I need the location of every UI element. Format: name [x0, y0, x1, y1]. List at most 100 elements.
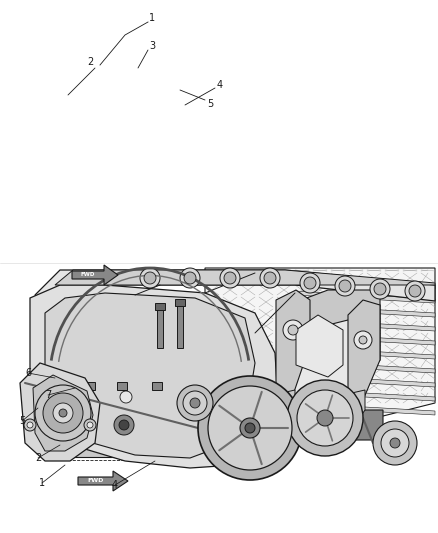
- Polygon shape: [295, 305, 435, 317]
- Circle shape: [381, 429, 409, 457]
- Circle shape: [240, 418, 260, 438]
- Polygon shape: [295, 291, 435, 303]
- Polygon shape: [273, 390, 295, 420]
- Circle shape: [108, 409, 140, 441]
- Circle shape: [405, 281, 425, 301]
- Circle shape: [84, 419, 96, 431]
- Polygon shape: [268, 305, 380, 425]
- Text: 4: 4: [217, 80, 223, 90]
- Text: FWD: FWD: [88, 479, 104, 483]
- Circle shape: [27, 422, 33, 428]
- Polygon shape: [295, 361, 435, 373]
- Circle shape: [208, 386, 292, 470]
- Circle shape: [317, 410, 333, 426]
- Bar: [175, 299, 185, 306]
- Polygon shape: [72, 265, 118, 285]
- Bar: [172, 407, 192, 445]
- Polygon shape: [348, 300, 380, 400]
- Text: 4: 4: [112, 480, 118, 490]
- Bar: [119, 387, 125, 407]
- Circle shape: [224, 272, 236, 284]
- Circle shape: [65, 417, 81, 433]
- Circle shape: [180, 268, 200, 288]
- Circle shape: [177, 385, 213, 421]
- Circle shape: [144, 272, 156, 284]
- Bar: [84, 407, 172, 445]
- Circle shape: [374, 283, 386, 295]
- Circle shape: [114, 415, 134, 435]
- Bar: [62, 417, 195, 445]
- Circle shape: [43, 393, 83, 433]
- Circle shape: [300, 273, 320, 293]
- Circle shape: [390, 438, 400, 448]
- Polygon shape: [33, 375, 93, 451]
- Bar: [85, 382, 95, 390]
- Circle shape: [35, 385, 91, 441]
- Circle shape: [304, 277, 316, 289]
- Polygon shape: [296, 315, 343, 377]
- Circle shape: [359, 336, 367, 344]
- Polygon shape: [295, 319, 435, 331]
- Polygon shape: [288, 290, 380, 335]
- Circle shape: [120, 391, 132, 403]
- Circle shape: [287, 380, 363, 456]
- Circle shape: [409, 285, 421, 297]
- Circle shape: [24, 419, 36, 431]
- Polygon shape: [295, 403, 435, 415]
- Circle shape: [354, 331, 372, 349]
- Text: 7: 7: [45, 390, 51, 400]
- Text: 2: 2: [35, 453, 41, 463]
- Circle shape: [339, 280, 351, 292]
- Circle shape: [335, 276, 355, 296]
- Text: 5: 5: [19, 416, 25, 426]
- Circle shape: [373, 421, 417, 465]
- Bar: [177, 306, 183, 348]
- Polygon shape: [276, 290, 310, 395]
- Polygon shape: [343, 390, 365, 420]
- Polygon shape: [35, 270, 435, 308]
- Text: 3: 3: [149, 41, 155, 51]
- Circle shape: [87, 422, 93, 428]
- Text: FWD: FWD: [81, 272, 95, 278]
- Polygon shape: [295, 375, 435, 387]
- Polygon shape: [30, 285, 280, 468]
- Polygon shape: [55, 270, 435, 285]
- Polygon shape: [308, 390, 330, 420]
- Circle shape: [190, 398, 200, 408]
- Bar: [155, 303, 165, 310]
- Bar: [87, 387, 93, 407]
- Bar: [152, 382, 162, 390]
- Circle shape: [283, 320, 303, 340]
- Circle shape: [288, 325, 298, 335]
- Polygon shape: [205, 268, 435, 423]
- Polygon shape: [45, 293, 255, 458]
- Circle shape: [119, 420, 129, 430]
- Circle shape: [53, 403, 73, 423]
- Text: 1: 1: [149, 13, 155, 23]
- Circle shape: [184, 272, 196, 284]
- Bar: [117, 393, 135, 407]
- Circle shape: [245, 423, 255, 433]
- Polygon shape: [295, 389, 435, 401]
- Text: 6: 6: [25, 368, 31, 378]
- Circle shape: [297, 390, 353, 446]
- Bar: [117, 382, 127, 390]
- Circle shape: [264, 272, 276, 284]
- Circle shape: [183, 391, 207, 415]
- Circle shape: [220, 268, 240, 288]
- Circle shape: [59, 409, 67, 417]
- Bar: [154, 387, 160, 407]
- Text: 5: 5: [207, 99, 213, 109]
- Polygon shape: [295, 277, 435, 289]
- Circle shape: [260, 268, 280, 288]
- Text: 2: 2: [87, 57, 93, 67]
- Polygon shape: [295, 347, 435, 359]
- Polygon shape: [78, 471, 128, 491]
- Bar: [67, 444, 190, 457]
- Polygon shape: [20, 363, 100, 461]
- Circle shape: [198, 376, 302, 480]
- Polygon shape: [62, 407, 84, 445]
- Text: 1: 1: [39, 478, 45, 488]
- Polygon shape: [268, 410, 383, 440]
- Polygon shape: [295, 333, 435, 345]
